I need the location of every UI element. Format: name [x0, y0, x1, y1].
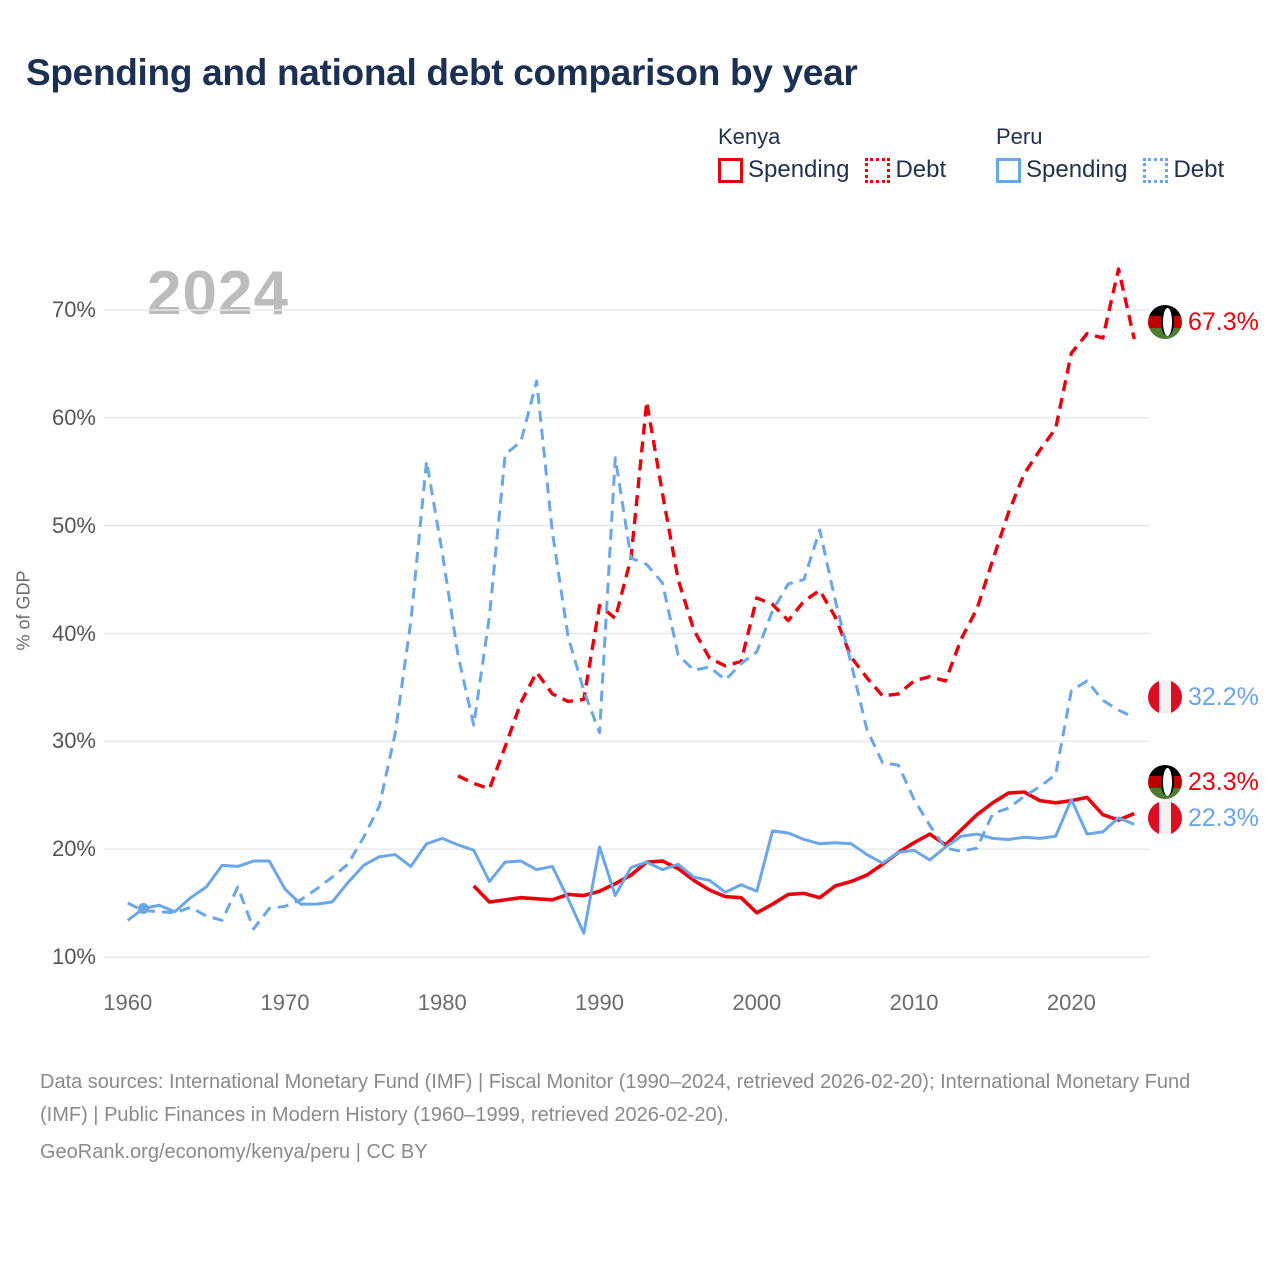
series-line-kenya-debt — [457, 267, 1136, 791]
legend-item-kenya-spending[interactable]: Spending — [718, 156, 849, 184]
x-axis-tick-label: 1980 — [417, 990, 467, 1015]
legend-swatch-solid-red-icon — [718, 157, 743, 183]
peru-flag-icon — [1148, 680, 1182, 714]
legend-country-label: Peru — [996, 124, 1043, 149]
legend-item-peru-spending[interactable]: Spending — [996, 156, 1127, 184]
y-axis-tick-label: 40% — [51, 620, 96, 646]
end-label-value: 32.2% — [1188, 682, 1259, 711]
x-axis-tick-label: 1960 — [103, 990, 153, 1015]
y-axis-tick-label: 30% — [51, 728, 96, 754]
legend-item-label: Spending — [748, 156, 850, 183]
y-axis-tick-label: 60% — [51, 404, 96, 430]
legend-country-label: Kenya — [718, 124, 781, 149]
series-line-kenya-spending — [472, 790, 1135, 915]
legend-swatch-dotted-blue-icon — [1143, 157, 1169, 183]
legend-item-kenya-debt[interactable]: Debt — [865, 156, 946, 184]
attribution-text[interactable]: GeoRank.org/economy/kenya/peru | CC BY — [40, 1141, 428, 1163]
page-title: Spending and national debt comparison by… — [26, 52, 858, 93]
y-axis-tick-label: 10% — [51, 944, 96, 969]
data-sources-text: Data sources: International Monetary Fun… — [40, 1071, 1191, 1126]
kenya-flag-icon — [1148, 305, 1182, 339]
x-axis-tick-label: 2020 — [1046, 990, 1096, 1015]
series-start-marker — [137, 902, 149, 914]
kenya-flag-icon — [1148, 765, 1182, 799]
y-axis-tick-label: 70% — [51, 297, 96, 322]
x-axis-tick-label: 1990 — [575, 990, 625, 1015]
legend-group-kenya: Kenya Spending Debt — [718, 124, 962, 184]
x-axis-tick-label: 2000 — [732, 990, 782, 1015]
x-axis-tick-label: 1970 — [260, 990, 310, 1015]
peru-flag-icon — [1148, 801, 1182, 835]
legend-item-label: Debt — [1173, 156, 1225, 183]
series-line-peru-spending — [126, 798, 1135, 935]
y-axis-tick-label: 20% — [51, 836, 96, 862]
end-label-kenya-debt: 67.3% — [1148, 305, 1259, 339]
year-watermark: 2024 — [147, 259, 289, 328]
end-label-peru-debt: 32.2% — [1148, 680, 1259, 714]
chart-footer: Data sources: International Monetary Fun… — [40, 1066, 1240, 1169]
end-label-value: 22.3% — [1188, 803, 1259, 832]
legend-item-peru-debt[interactable]: Debt — [1143, 156, 1224, 184]
end-label-value: 23.3% — [1188, 767, 1259, 796]
end-label-peru-spending: 22.3% — [1148, 801, 1259, 835]
y-axis-tick-label: 50% — [51, 512, 96, 538]
end-label-kenya-spending: 23.3% — [1148, 765, 1259, 799]
legend-item-label: Spending — [1026, 156, 1128, 183]
chart-legend: Kenya Spending Debt Peru Spending — [718, 124, 1278, 204]
legend-swatch-solid-blue-icon — [996, 157, 1021, 183]
legend-group-peru: Peru Spending Debt — [996, 124, 1240, 184]
x-axis-tick-label: 2010 — [889, 990, 939, 1015]
legend-item-label: Debt — [895, 156, 947, 183]
legend-swatch-dotted-red-icon — [865, 157, 891, 183]
end-label-value: 67.3% — [1188, 307, 1259, 336]
series-line-peru-debt — [127, 379, 1135, 931]
